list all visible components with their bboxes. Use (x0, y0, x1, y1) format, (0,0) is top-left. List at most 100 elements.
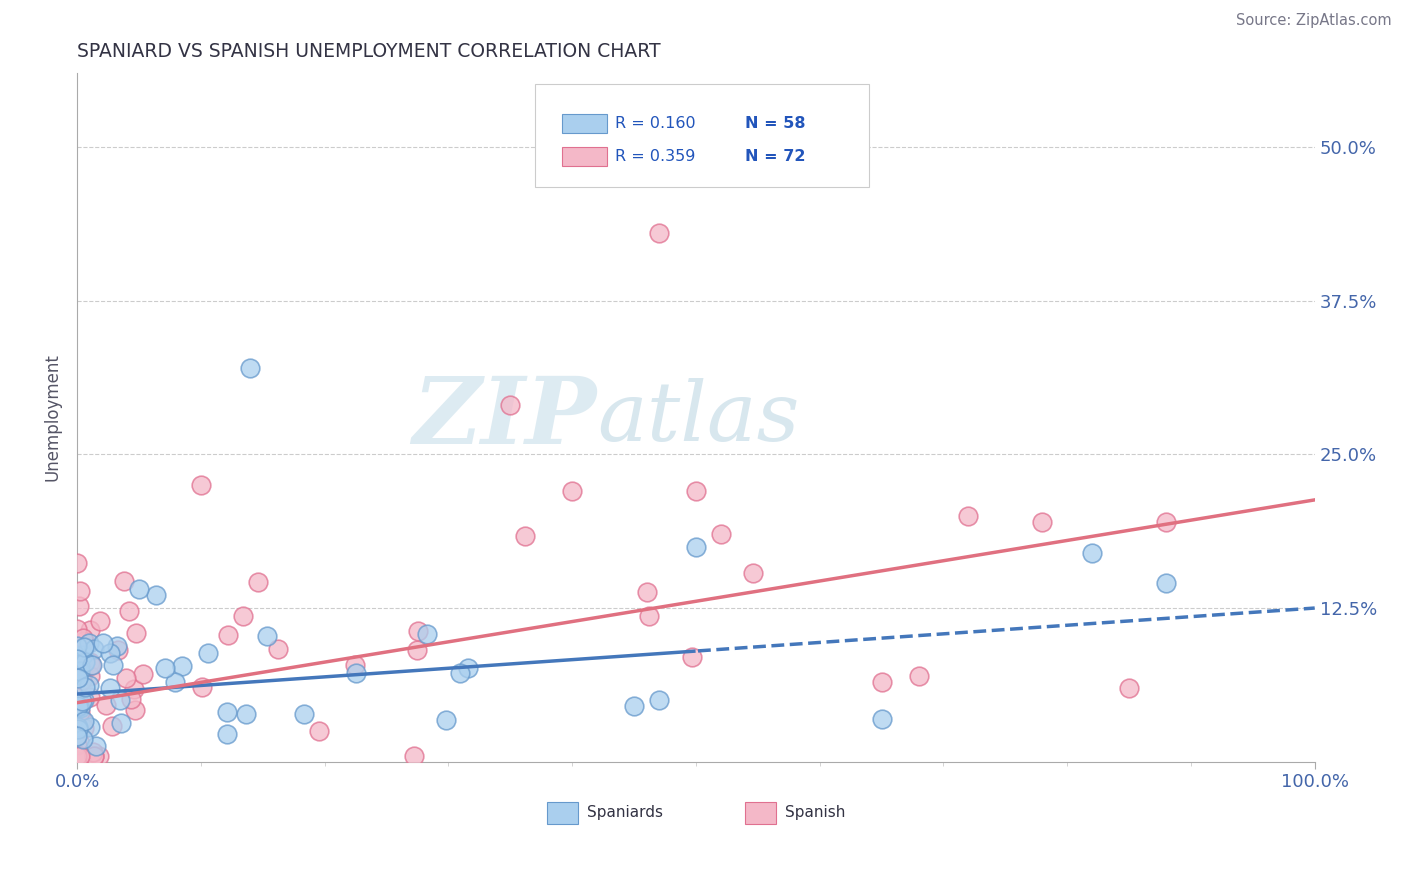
Point (72, 631, 94, 645)
Point (87, 748, 110, 763)
FancyBboxPatch shape (745, 802, 776, 823)
Text: N = 72: N = 72 (745, 149, 806, 164)
Point (1118, 681, 1140, 695)
Point (292, 706, 315, 721)
Point (70, 673, 93, 687)
Point (114, 671, 136, 685)
Point (79, 658, 101, 673)
Point (235, 707, 257, 722)
Point (247, 575, 270, 590)
Point (197, 646, 219, 660)
Point (69, 659, 91, 673)
Point (79, 623, 101, 637)
Point (69, 736, 91, 750)
Point (66, 690, 89, 705)
Point (66, 720, 89, 734)
Point (685, 484, 707, 499)
Point (66, 667, 89, 681)
Point (215, 727, 238, 741)
Point (623, 699, 645, 714)
Point (86, 739, 108, 753)
Point (73, 692, 96, 706)
Point (1154, 576, 1177, 591)
FancyBboxPatch shape (562, 147, 607, 166)
Point (66, 622, 89, 636)
Point (267, 641, 290, 656)
Point (710, 527, 733, 541)
Point (402, 748, 425, 763)
FancyBboxPatch shape (562, 114, 607, 133)
Point (515, 529, 537, 543)
Point (73, 714, 96, 729)
Point (83, 748, 105, 763)
Point (172, 659, 194, 673)
Point (648, 226, 671, 240)
Point (66, 748, 89, 763)
Point (79, 668, 101, 682)
Point (190, 478, 212, 492)
Point (66, 556, 89, 570)
Text: N = 58: N = 58 (745, 116, 806, 131)
Point (870, 712, 893, 726)
Point (101, 657, 124, 672)
Point (93, 636, 115, 650)
Point (79, 690, 101, 705)
Point (101, 719, 124, 733)
Point (145, 588, 167, 602)
Text: R = 0.160: R = 0.160 (616, 116, 696, 131)
FancyBboxPatch shape (547, 802, 578, 823)
Point (66, 667, 89, 681)
Point (120, 692, 142, 706)
Point (73, 634, 96, 648)
Point (69, 701, 91, 715)
Text: Spanish: Spanish (785, 805, 845, 820)
Point (79, 655, 101, 669)
Point (73, 721, 96, 735)
Point (107, 643, 129, 657)
Point (72, 714, 94, 728)
Point (70, 694, 93, 708)
Point (741, 566, 763, 581)
Point (155, 661, 177, 675)
Point (128, 582, 150, 596)
Text: Source: ZipAtlas.com: Source: ZipAtlas.com (1236, 13, 1392, 29)
Text: R = 0.359: R = 0.359 (616, 149, 696, 164)
Point (66, 738, 89, 752)
Point (405, 643, 427, 657)
Point (1031, 515, 1053, 529)
Point (69, 705, 91, 719)
Point (907, 668, 929, 682)
Point (70, 647, 93, 661)
Point (66, 698, 89, 713)
Point (73, 655, 96, 669)
Point (232, 608, 254, 623)
Point (217, 628, 239, 642)
Point (67, 748, 90, 763)
Point (239, 361, 262, 376)
Point (69, 748, 91, 763)
Point (98, 681, 121, 696)
Point (343, 658, 366, 673)
Point (94, 698, 117, 712)
Point (66, 672, 89, 686)
Point (69, 716, 91, 731)
Point (72, 665, 94, 680)
Point (957, 508, 980, 523)
Point (73, 640, 96, 654)
Text: ZIP: ZIP (412, 373, 598, 463)
Point (75, 680, 97, 694)
Point (561, 484, 583, 499)
Point (69, 583, 91, 598)
Point (77, 678, 100, 692)
Point (67, 648, 90, 662)
Point (66, 696, 89, 710)
Point (457, 661, 479, 675)
Point (344, 666, 367, 681)
Point (870, 674, 893, 689)
Point (499, 398, 522, 412)
Point (190, 680, 212, 694)
Point (83, 642, 105, 657)
Point (637, 608, 659, 623)
Point (217, 705, 239, 719)
Point (685, 540, 707, 554)
